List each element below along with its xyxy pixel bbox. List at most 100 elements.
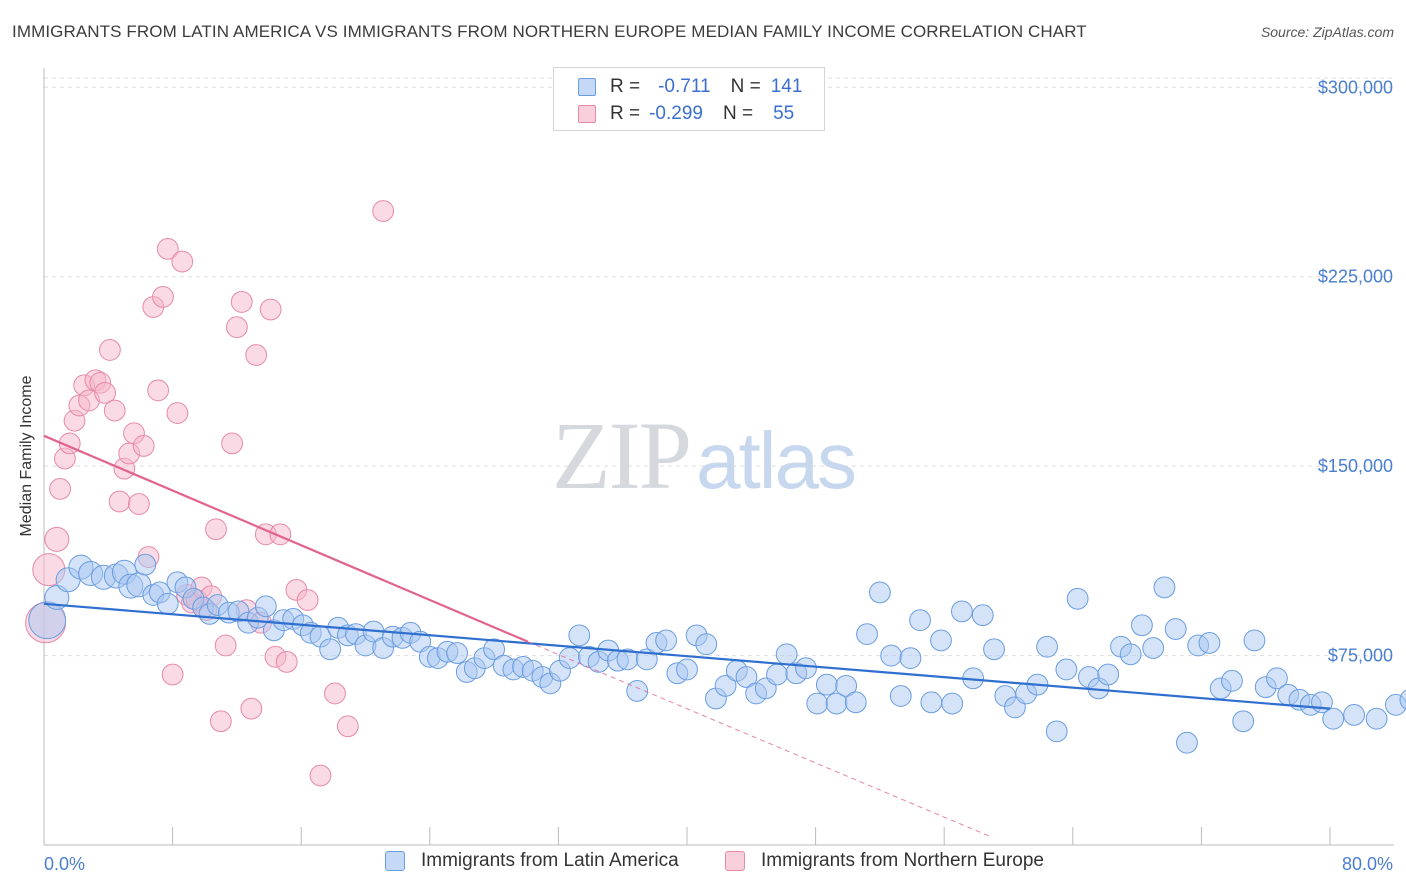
northern-europe-point (240, 697, 263, 720)
latin-america-point (869, 581, 891, 604)
latin-america-point (806, 692, 829, 715)
source-label: Source: ZipAtlas.com (1260, 24, 1394, 40)
latin-america-point (909, 609, 931, 632)
northern-europe-point (152, 286, 174, 308)
northern-europe-point (209, 710, 232, 733)
latin-america-point (134, 553, 157, 576)
legend-row-latin: R = -0.711 N = 141 (578, 75, 802, 99)
latin-america-point (1131, 614, 1153, 637)
latin-america-point (695, 633, 718, 656)
northern-europe-point (103, 399, 126, 422)
latin-america-point (889, 685, 912, 707)
y-tick-label: $75,000 (1328, 646, 1393, 666)
latin-america-point (1097, 663, 1120, 686)
latin-america-point (1142, 637, 1165, 659)
legend-n-label: N = (730, 76, 761, 97)
latin-america-point (1221, 669, 1243, 692)
latin-america-point (1343, 704, 1366, 726)
latin-america-point (446, 642, 469, 664)
latin-america-point (1176, 731, 1198, 754)
chart-title: IMMIGRANTS FROM LATIN AMERICA VS IMMIGRA… (12, 22, 1087, 41)
latin-america-point (319, 638, 342, 661)
legend-r-label: R = (610, 103, 641, 124)
bottom-legend-latin: Immigrants from Latin America (385, 850, 679, 872)
latin-america-point (735, 666, 758, 688)
northern-europe-point (336, 715, 359, 738)
latin-america-point (941, 692, 964, 715)
northern-europe-point (99, 339, 121, 361)
latin-america-point (815, 673, 838, 696)
latin-america-point (1266, 667, 1288, 690)
northern-europe-point (132, 435, 155, 457)
latin-america-point (844, 691, 867, 714)
latin-america-point (1066, 587, 1089, 610)
northern-europe-point (324, 682, 346, 705)
latin-america-point (1399, 689, 1406, 710)
latin-america-point (558, 647, 581, 669)
tick-labels: $75,000 $150,000 $225,000 $300,000 0.0% 80.0% (44, 77, 1393, 874)
y-tick-label: $300,000 (1318, 77, 1393, 97)
northern-europe-point (44, 526, 70, 552)
bottom-legend-northern-label: Immigrants from Northern Europe (761, 850, 1044, 871)
northern-europe-point (309, 764, 332, 787)
latin-america-point (1198, 632, 1221, 654)
latin-america-point (775, 643, 798, 666)
northern-europe-point (205, 518, 227, 541)
bottom-legend-latin-label: Immigrants from Latin America (421, 850, 679, 871)
northern-europe-point (226, 316, 248, 339)
northern-europe-trend-line (43, 434, 529, 643)
bottom-legend-swatch-pink (725, 851, 745, 871)
legend-r-label: R = (610, 76, 641, 97)
legend-row-northern: R = -0.299 N = 55 (578, 102, 794, 126)
latin-america-point (1322, 707, 1345, 730)
latin-america-point (254, 595, 277, 618)
latin-america-point (930, 629, 952, 652)
northern-europe-points (25, 200, 395, 787)
latin-america-point (655, 629, 678, 652)
legend-r-value: -0.711 (658, 76, 711, 97)
latin-america-point (1153, 576, 1176, 599)
latin-america-point (880, 644, 903, 667)
latin-america-point (156, 592, 179, 615)
northern-europe-point (171, 250, 194, 273)
latin-america-point (676, 658, 698, 681)
latin-america-point (766, 663, 788, 686)
latin-america-point (483, 638, 506, 661)
y-tick-label: $150,000 (1318, 456, 1393, 476)
northern-europe-point (127, 493, 150, 515)
latin-america-point (714, 674, 737, 697)
northern-europe-point (275, 650, 298, 673)
y-tick-label: $225,000 (1318, 267, 1393, 287)
northern-europe-trend-extension (527, 641, 993, 838)
x-tick-label-min: 0.0% (44, 854, 85, 874)
latin-america-point (1232, 710, 1255, 733)
latin-america-point (1243, 629, 1266, 652)
northern-europe-point (221, 432, 243, 455)
northern-europe-point (296, 589, 319, 611)
northern-europe-point (214, 634, 237, 657)
x-tick-label-max: 80.0% (1342, 854, 1393, 874)
bottom-legend-swatch-blue (385, 851, 405, 871)
latin-america-point (950, 600, 973, 623)
legend-r-value: -0.299 (649, 103, 703, 124)
latin-america-point (1119, 643, 1142, 666)
northern-europe-point (108, 490, 131, 513)
bottom-legend-northern: Immigrants from Northern Europe (725, 850, 1044, 872)
northern-europe-point (147, 379, 170, 402)
northern-europe-point (372, 200, 395, 222)
northern-europe-point (245, 344, 268, 366)
northern-europe-point (230, 291, 253, 313)
latin-america-point (1365, 707, 1388, 730)
y-axis-label: Median Family Income (18, 375, 35, 536)
watermark-atlas: atlas (696, 416, 857, 505)
watermark: ZIPatlas (552, 400, 857, 511)
watermark-zip: ZIP (552, 402, 692, 509)
latin-america-point (899, 647, 922, 669)
latin-america-point (920, 691, 943, 714)
legend-n-label: N = (722, 103, 754, 124)
grid-lines (44, 77, 1394, 657)
axes (43, 68, 1394, 846)
correlation-legend: R = -0.711 N = 141 R = -0.299 N = 55 (553, 67, 825, 131)
latin-america-point (568, 624, 591, 647)
